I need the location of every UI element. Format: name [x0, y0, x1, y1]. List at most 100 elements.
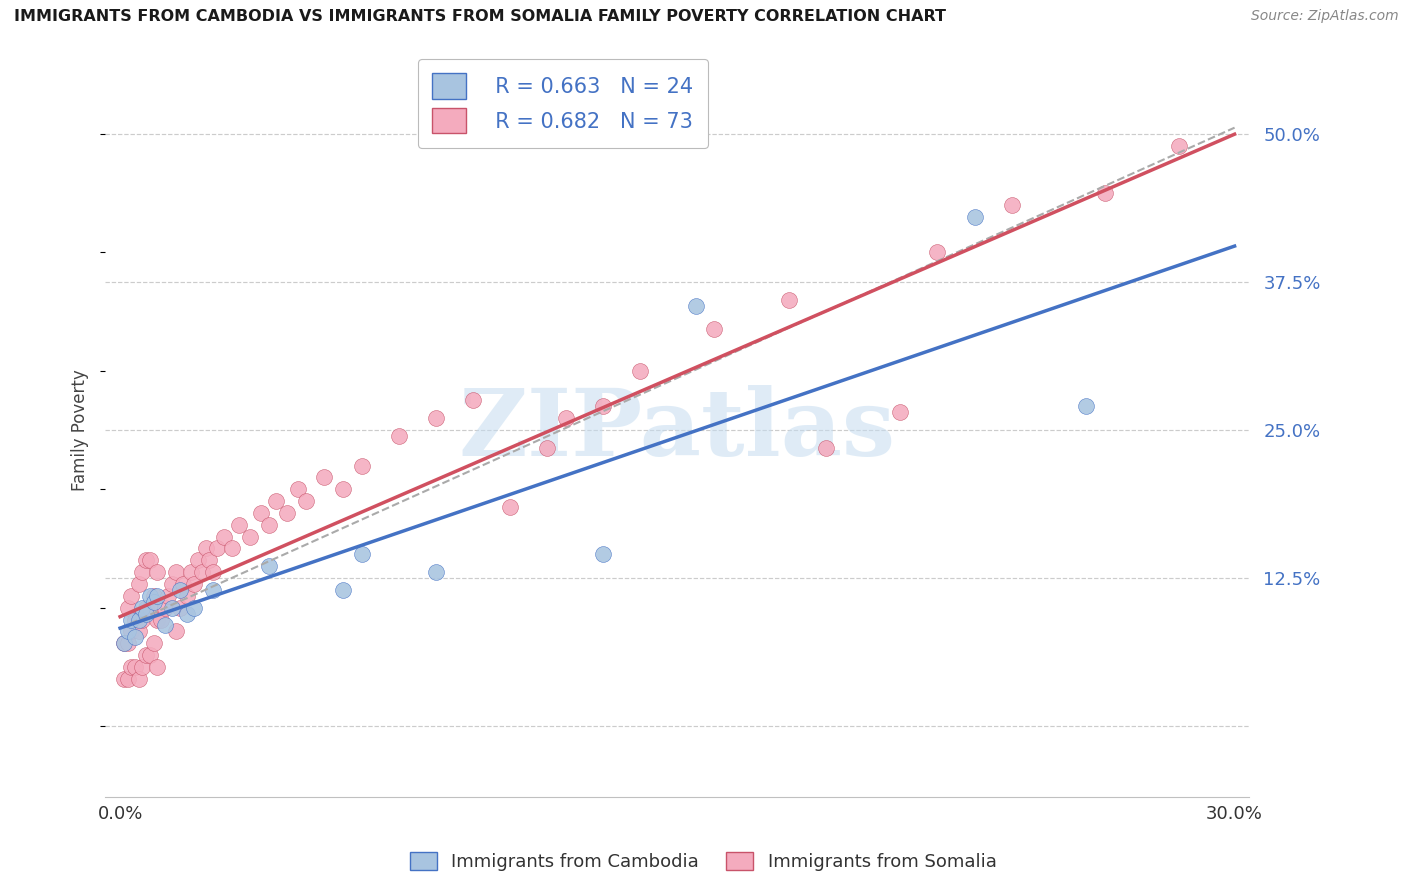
Point	[388, 429, 411, 443]
Point	[287, 482, 309, 496]
Point	[332, 482, 354, 496]
Point	[172, 577, 194, 591]
Point	[142, 589, 165, 603]
Point	[139, 600, 162, 615]
Point	[212, 530, 235, 544]
Point	[160, 600, 183, 615]
Point	[814, 441, 837, 455]
Point	[332, 582, 354, 597]
Point	[228, 517, 250, 532]
Point	[139, 589, 162, 603]
Legend:   R = 0.663   N = 24,   R = 0.682   N = 73: R = 0.663 N = 24, R = 0.682 N = 73	[418, 59, 709, 148]
Legend: Immigrants from Cambodia, Immigrants from Somalia: Immigrants from Cambodia, Immigrants fro…	[402, 845, 1004, 879]
Point	[131, 565, 153, 579]
Point	[425, 411, 447, 425]
Point	[350, 458, 373, 473]
Point	[131, 600, 153, 615]
Point	[128, 672, 150, 686]
Point	[142, 636, 165, 650]
Point	[146, 589, 169, 603]
Point	[239, 530, 262, 544]
Point	[187, 553, 209, 567]
Point	[592, 400, 614, 414]
Point	[778, 293, 800, 307]
Point	[135, 553, 157, 567]
Point	[117, 636, 139, 650]
Point	[124, 660, 146, 674]
Point	[146, 660, 169, 674]
Y-axis label: Family Poverty: Family Poverty	[72, 369, 89, 491]
Point	[592, 548, 614, 562]
Point	[120, 624, 142, 639]
Point	[180, 565, 202, 579]
Point	[889, 405, 911, 419]
Point	[149, 613, 172, 627]
Point	[131, 613, 153, 627]
Point	[176, 589, 198, 603]
Point	[183, 577, 205, 591]
Point	[117, 672, 139, 686]
Point	[628, 364, 651, 378]
Point	[169, 600, 191, 615]
Point	[257, 559, 280, 574]
Point	[685, 299, 707, 313]
Point	[350, 548, 373, 562]
Point	[221, 541, 243, 556]
Point	[120, 660, 142, 674]
Point	[128, 577, 150, 591]
Point	[499, 500, 522, 514]
Point	[165, 624, 187, 639]
Point	[157, 589, 180, 603]
Point	[264, 494, 287, 508]
Point	[146, 565, 169, 579]
Point	[198, 553, 221, 567]
Point	[135, 600, 157, 615]
Point	[1074, 400, 1097, 414]
Point	[153, 600, 176, 615]
Point	[176, 607, 198, 621]
Point	[169, 582, 191, 597]
Point	[160, 577, 183, 591]
Point	[139, 553, 162, 567]
Text: ZIPatlas: ZIPatlas	[458, 385, 896, 475]
Point	[120, 589, 142, 603]
Point	[112, 672, 135, 686]
Point	[120, 613, 142, 627]
Point	[1167, 138, 1189, 153]
Point	[314, 470, 336, 484]
Point	[128, 624, 150, 639]
Point	[927, 245, 949, 260]
Point	[146, 613, 169, 627]
Point	[257, 517, 280, 532]
Text: Source: ZipAtlas.com: Source: ZipAtlas.com	[1251, 9, 1399, 23]
Point	[295, 494, 318, 508]
Point	[139, 648, 162, 662]
Point	[183, 600, 205, 615]
Text: IMMIGRANTS FROM CAMBODIA VS IMMIGRANTS FROM SOMALIA FAMILY POVERTY CORRELATION C: IMMIGRANTS FROM CAMBODIA VS IMMIGRANTS F…	[14, 9, 946, 24]
Point	[142, 595, 165, 609]
Point	[191, 565, 214, 579]
Point	[131, 660, 153, 674]
Point	[135, 648, 157, 662]
Point	[194, 541, 217, 556]
Point	[1094, 186, 1116, 201]
Point	[201, 582, 224, 597]
Point	[554, 411, 576, 425]
Point	[124, 630, 146, 644]
Point	[112, 636, 135, 650]
Point	[205, 541, 228, 556]
Point	[963, 210, 986, 224]
Point	[117, 600, 139, 615]
Point	[250, 506, 273, 520]
Point	[461, 393, 484, 408]
Point	[112, 636, 135, 650]
Point	[153, 618, 176, 632]
Point	[128, 613, 150, 627]
Point	[276, 506, 298, 520]
Point	[425, 565, 447, 579]
Point	[703, 322, 725, 336]
Point	[201, 565, 224, 579]
Point	[124, 613, 146, 627]
Point	[165, 565, 187, 579]
Point	[135, 607, 157, 621]
